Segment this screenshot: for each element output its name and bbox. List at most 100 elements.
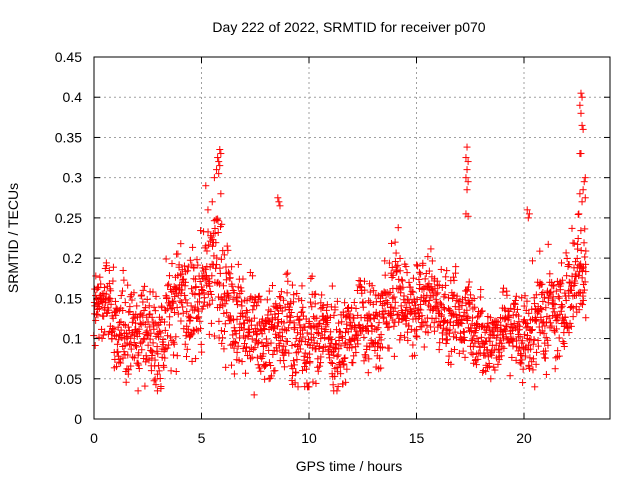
data-point <box>419 259 427 267</box>
data-point <box>464 158 472 166</box>
data-point <box>135 365 143 373</box>
data-point <box>99 331 107 339</box>
data-point <box>511 296 519 304</box>
data-point <box>359 303 367 311</box>
data-point <box>467 349 475 357</box>
data-point <box>282 270 290 278</box>
data-point <box>150 325 158 333</box>
data-point <box>565 278 573 286</box>
data-point <box>229 295 237 303</box>
data-point <box>173 352 181 360</box>
data-point <box>174 310 182 318</box>
data-point <box>486 314 494 322</box>
data-point <box>265 287 273 295</box>
data-point <box>523 206 531 214</box>
data-point <box>350 314 358 322</box>
data-point <box>573 254 581 262</box>
data-point <box>296 315 304 323</box>
data-point <box>124 323 132 331</box>
x-tick-label: 20 <box>516 430 532 446</box>
data-point <box>139 298 147 306</box>
data-point <box>237 284 245 292</box>
data-point <box>178 286 186 294</box>
data-point <box>255 292 263 300</box>
data-point <box>338 318 346 326</box>
data-point <box>198 348 206 356</box>
data-point <box>283 289 291 297</box>
data-point <box>276 329 284 337</box>
data-point <box>276 202 284 210</box>
data-point <box>207 319 215 327</box>
data-point <box>459 347 467 355</box>
data-point <box>207 290 215 298</box>
data-point <box>568 224 576 232</box>
data-point <box>477 293 485 301</box>
data-point <box>506 372 514 380</box>
data-point <box>542 370 550 378</box>
data-point <box>438 311 446 319</box>
data-point <box>446 306 454 314</box>
data-point <box>297 308 305 316</box>
data-point <box>429 292 437 300</box>
data-point <box>450 276 458 284</box>
data-point <box>430 327 438 335</box>
data-point <box>331 303 339 311</box>
data-point <box>238 358 246 366</box>
data-point <box>115 358 123 366</box>
data-point <box>507 304 515 312</box>
data-point <box>281 326 289 334</box>
data-point <box>100 312 108 320</box>
data-point <box>311 300 319 308</box>
data-point <box>215 158 223 166</box>
data-point <box>434 289 442 297</box>
data-point <box>121 299 129 307</box>
data-point <box>161 326 169 334</box>
data-point <box>521 319 529 327</box>
data-point <box>275 342 283 350</box>
data-point <box>343 365 351 373</box>
data-point <box>202 242 210 250</box>
data-point <box>574 210 582 218</box>
data-point <box>287 313 295 321</box>
data-point <box>464 313 472 321</box>
data-point <box>561 289 569 297</box>
data-point <box>563 272 571 280</box>
data-point <box>334 383 342 391</box>
data-point <box>469 314 477 322</box>
data-point <box>439 303 447 311</box>
data-point <box>109 263 117 271</box>
data-point <box>262 341 270 349</box>
data-point <box>179 309 187 317</box>
data-point <box>415 268 423 276</box>
data-point <box>447 318 455 326</box>
data-point <box>314 355 322 363</box>
data-point <box>464 283 472 291</box>
data-point <box>200 298 208 306</box>
data-point <box>579 301 587 309</box>
data-point <box>276 293 284 301</box>
data-point <box>535 323 543 331</box>
data-point <box>473 335 481 343</box>
data-point <box>221 300 229 308</box>
data-point <box>580 239 588 247</box>
data-point <box>439 335 447 343</box>
data-point <box>538 290 546 298</box>
data-point <box>414 262 422 270</box>
data-point <box>166 313 174 321</box>
data-point <box>524 332 532 340</box>
data-point <box>260 324 268 332</box>
data-point <box>526 364 534 372</box>
data-point <box>508 353 516 361</box>
data-point <box>186 256 194 264</box>
data-point <box>106 295 114 303</box>
data-point <box>378 301 386 309</box>
data-point <box>474 355 482 363</box>
data-point <box>578 121 586 129</box>
data-point <box>283 338 291 346</box>
data-point <box>114 323 122 331</box>
data-point <box>547 319 555 327</box>
data-point <box>178 298 186 306</box>
data-point <box>267 307 275 315</box>
data-point <box>252 331 260 339</box>
data-point <box>521 292 529 300</box>
